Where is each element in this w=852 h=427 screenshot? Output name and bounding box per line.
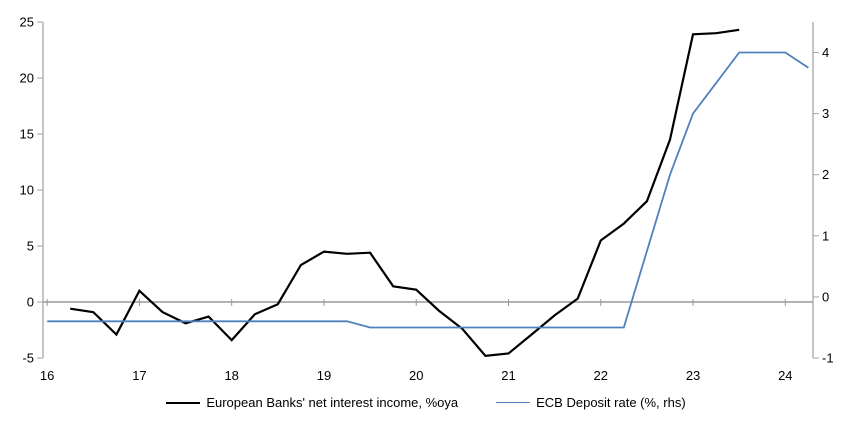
x-tick-label: 16 <box>40 368 54 383</box>
legend-item-net-interest-income: European Banks' net interest income, %oy… <box>166 395 458 410</box>
left-axis-tick-label: 20 <box>20 71 34 86</box>
blue-line-swatch <box>496 402 531 403</box>
x-tick-label: 18 <box>224 368 238 383</box>
legend-label-ecb-deposit-rate: ECB Deposit rate (%, rhs) <box>536 395 686 410</box>
x-tick-label: 20 <box>409 368 423 383</box>
x-tick-label: 23 <box>686 368 700 383</box>
legend: European Banks' net interest income, %oy… <box>0 395 852 410</box>
legend-label-net-interest-income: European Banks' net interest income, %oy… <box>206 395 459 410</box>
x-tick-label: 24 <box>778 368 792 383</box>
left-axis-tick-label: 15 <box>20 127 34 142</box>
x-tick-label: 19 <box>317 368 331 383</box>
right-axis-tick-label: -1 <box>822 351 834 366</box>
left-axis-tick-label: 0 <box>27 295 34 310</box>
right-axis-tick-label: 1 <box>822 228 829 243</box>
legend-item-ecb-deposit-rate: ECB Deposit rate (%, rhs) <box>496 395 686 410</box>
left-axis-tick-label: 25 <box>20 15 34 30</box>
left-axis-tick-label: 5 <box>27 239 34 254</box>
right-axis-tick-label: 2 <box>822 167 829 182</box>
left-axis-tick-label: 10 <box>20 183 34 198</box>
left-axis-tick-label: -5 <box>22 351 34 366</box>
right-axis-tick-label: 3 <box>822 106 829 121</box>
black-line-swatch <box>166 401 201 404</box>
series-line-0 <box>70 28 740 357</box>
right-axis-tick-label: 0 <box>822 289 829 304</box>
right-axis-tick-label: 4 <box>822 45 829 60</box>
x-tick-label: 22 <box>594 368 608 383</box>
x-tick-label: 21 <box>501 368 515 383</box>
series-line-1 <box>47 51 809 329</box>
x-tick-label: 17 <box>132 368 146 383</box>
